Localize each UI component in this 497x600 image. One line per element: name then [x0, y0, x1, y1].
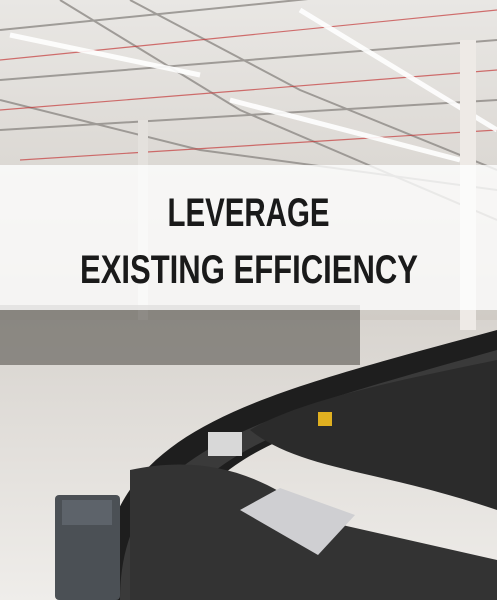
page: LEVERAGE EXISTING EFFICIENCY (() => { co… — [0, 0, 497, 600]
headline-line: LEVERAGE — [168, 191, 330, 235]
headline-line: EXISTING EFFICIENCY — [80, 248, 418, 292]
poster: LEVERAGE EXISTING EFFICIENCY — [0, 0, 497, 600]
